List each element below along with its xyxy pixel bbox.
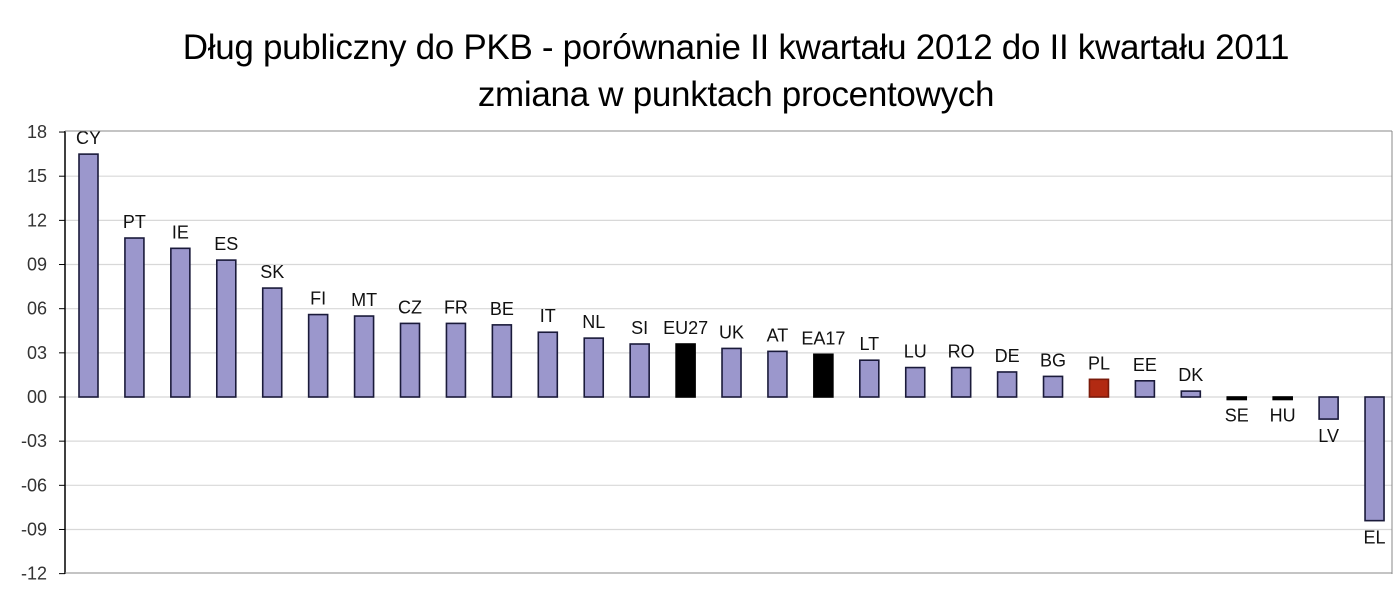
bar-label-lv: LV bbox=[1318, 426, 1339, 446]
bar-label-eu27: EU27 bbox=[663, 318, 708, 338]
bar-label-es: ES bbox=[214, 234, 238, 254]
bar-labels: CY PT IE ES SK FI MT CZ FR BE IT NL SI EU27 UK AT EA17 LT… bbox=[76, 128, 1386, 548]
bar-cz bbox=[399, 322, 421, 398]
bar-cy bbox=[78, 153, 99, 398]
bar-si bbox=[629, 343, 650, 398]
bar-ea17 bbox=[813, 353, 834, 398]
bar-sk bbox=[261, 287, 283, 398]
y-tick-label: 12 bbox=[27, 210, 47, 230]
bar-label-at: AT bbox=[767, 325, 789, 345]
bar-lv bbox=[1318, 396, 1339, 420]
y-axis-ticks: 18 15 12 09 06 03 00 -03 -06 -09 -12 bbox=[21, 122, 65, 584]
bar-label-el: EL bbox=[1364, 528, 1386, 548]
chart-subtitle: zmiana w punktach procentowych bbox=[477, 75, 995, 114]
bar-es bbox=[215, 259, 237, 398]
bar-ee bbox=[1134, 380, 1156, 398]
bar-uk bbox=[721, 347, 742, 398]
bar-label-lu: LU bbox=[904, 342, 927, 362]
bar-label-pt: PT bbox=[123, 212, 146, 232]
bar-be bbox=[491, 324, 513, 398]
bar-label-it: IT bbox=[540, 306, 556, 326]
y-tick-label: -03 bbox=[21, 431, 47, 451]
bar-at bbox=[767, 350, 788, 398]
y-tick-label: -06 bbox=[21, 475, 47, 495]
y-tick-label: 03 bbox=[27, 343, 47, 363]
bar-label-se: SE bbox=[1225, 405, 1249, 425]
bar-fr bbox=[445, 322, 467, 398]
bar-lt bbox=[859, 359, 880, 398]
bar-mt bbox=[353, 315, 375, 398]
y-tick-label: 06 bbox=[27, 299, 47, 319]
gridlines bbox=[65, 175, 1392, 531]
bar-lu bbox=[904, 366, 926, 398]
bar-bg bbox=[1042, 375, 1064, 398]
bar-label-dk: DK bbox=[1178, 365, 1203, 385]
bar-label-be: BE bbox=[490, 299, 514, 319]
bar-label-bg: BG bbox=[1040, 350, 1066, 370]
bar-de bbox=[996, 371, 1018, 398]
bar-hu bbox=[1272, 396, 1293, 401]
y-tick-label: -09 bbox=[21, 519, 47, 539]
bar-label-si: SI bbox=[631, 318, 648, 338]
bar-label-de: DE bbox=[995, 346, 1020, 366]
bar-label-cz: CZ bbox=[398, 297, 422, 317]
chart-title: Dług publiczny do PKB - porównanie II kw… bbox=[182, 28, 1290, 67]
y-tick-label: 15 bbox=[27, 166, 47, 186]
bar-label-hu: HU bbox=[1270, 405, 1296, 425]
y-tick-label: -12 bbox=[21, 564, 47, 584]
bar-label-uk: UK bbox=[719, 322, 744, 342]
bar-label-ro: RO bbox=[948, 342, 975, 362]
bar-fi bbox=[307, 313, 329, 398]
bar-eu27 bbox=[675, 343, 696, 398]
bar-it bbox=[537, 331, 559, 398]
bar-ro bbox=[950, 366, 972, 398]
bar-label-pl: PL bbox=[1088, 353, 1110, 373]
bar-el bbox=[1364, 396, 1385, 522]
bar-label-sk: SK bbox=[260, 262, 284, 282]
bar-pt bbox=[124, 237, 145, 398]
bar-dk bbox=[1180, 390, 1202, 398]
bar-label-fr: FR bbox=[444, 297, 468, 317]
y-tick-label: 00 bbox=[27, 387, 47, 407]
bar-pl bbox=[1088, 378, 1110, 398]
bar-label-cy: CY bbox=[76, 128, 101, 148]
bar-label-fi: FI bbox=[310, 289, 326, 309]
bar-label-ie: IE bbox=[172, 222, 189, 242]
y-tick-label: 09 bbox=[27, 255, 47, 275]
bar-ie bbox=[170, 247, 191, 398]
bar-nl bbox=[583, 337, 605, 398]
y-tick-label: 18 bbox=[27, 122, 47, 142]
bar-label-ea17: EA17 bbox=[801, 328, 845, 348]
bar-label-mt: MT bbox=[351, 290, 377, 310]
bar-label-nl: NL bbox=[582, 312, 605, 332]
bars bbox=[78, 153, 1385, 522]
bar-label-lt: LT bbox=[859, 334, 879, 354]
bar-se bbox=[1226, 396, 1248, 401]
bar-label-ee: EE bbox=[1133, 355, 1157, 375]
